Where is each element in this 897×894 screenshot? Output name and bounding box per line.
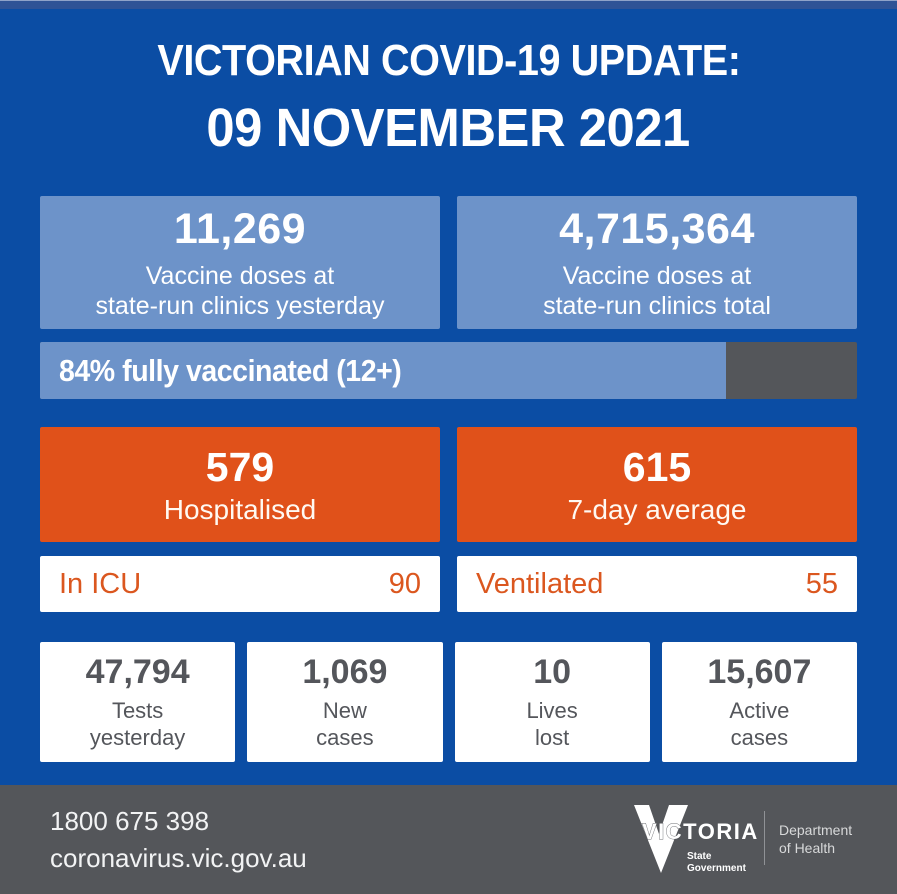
department-of-health-label: Department of Health: [779, 822, 853, 857]
progress-label: 84% fully vaccinated (12+): [59, 352, 402, 388]
phone-number: 1800 675 398: [50, 805, 210, 836]
vaccine-doses-total-label: Vaccine doses at state-run clinics total: [543, 261, 771, 320]
hospitalised-label: Hospitalised: [163, 493, 317, 525]
ventilated-bar: Ventilated 55: [457, 556, 857, 612]
page-title-line2: 09 NOVEMBER 2021: [206, 98, 691, 158]
active-cases-card: 15,607 Active cases: [661, 642, 857, 762]
victoria-triangle-icon: [634, 805, 688, 873]
in-icu-label: In ICU: [59, 567, 142, 600]
vaccine-doses-total-value: 4,715,364: [559, 204, 755, 253]
vaccine-doses-total-card: 4,715,364 Vaccine doses at state-run cli…: [457, 196, 857, 329]
lives-lost-value: 10: [533, 652, 572, 691]
new-cases-value: 1,069: [302, 652, 388, 691]
vaccination-progress-bar: 84% fully vaccinated (12+): [40, 342, 857, 399]
vaccine-doses-yesterday-card: 11,269 Vaccine doses at state-run clinic…: [40, 196, 440, 329]
ventilated-label: Ventilated: [476, 567, 604, 600]
top-strip: [0, 0, 897, 9]
logo-divider: [764, 811, 765, 865]
seven-day-average-card: 615 7-day average: [457, 427, 857, 542]
in-icu-bar: In ICU 90: [40, 556, 440, 612]
victoria-brand-text: VICTORIA: [642, 819, 759, 845]
tests-yesterday-value: 47,794: [85, 652, 190, 691]
state-government-label: State Government: [687, 851, 746, 874]
icu-ventilated-row: In ICU 90 Ventilated 55: [40, 556, 857, 612]
new-cases-label: New cases: [316, 697, 374, 750]
victoria-state-government-logo: VICTORIA State Government Department of …: [625, 805, 870, 877]
hospital-cards-row: 579 Hospitalised 615 7-day average: [40, 427, 857, 542]
hospitalised-card: 579 Hospitalised: [40, 427, 440, 542]
active-cases-value: 15,607: [707, 652, 812, 691]
lives-lost-label: Lives lost: [526, 697, 578, 750]
ventilated-value: 55: [805, 567, 838, 600]
vaccine-cards-row: 11,269 Vaccine doses at state-run clinic…: [40, 196, 857, 329]
stats-row: 47,794 Tests yesterday 1,069 New cases 1…: [40, 642, 857, 762]
seven-day-average-label: 7-day average: [567, 493, 747, 525]
footer-contact: 1800 675 398 coronavirus.vic.gov.au: [50, 803, 307, 877]
hospitalised-value: 579: [205, 443, 275, 490]
vaccine-doses-yesterday-value: 11,269: [173, 204, 307, 253]
tests-yesterday-label: Tests yesterday: [89, 697, 186, 750]
footer: 1800 675 398 coronavirus.vic.gov.au VICT…: [0, 785, 897, 894]
seven-day-average-value: 615: [622, 443, 692, 490]
website-url: coronavirus.vic.gov.au: [50, 842, 307, 873]
lives-lost-card: 10 Lives lost: [454, 642, 650, 762]
page-title: VICTORIAN COVID-19 UPDATE: 09 NOVEMBER 2…: [40, 37, 857, 173]
tests-yesterday-card: 47,794 Tests yesterday: [40, 642, 236, 762]
in-icu-value: 90: [388, 567, 421, 600]
vaccine-doses-yesterday-label: Vaccine doses at state-run clinics yeste…: [95, 261, 385, 320]
active-cases-label: Active cases: [729, 697, 790, 750]
progress-fill: [40, 342, 727, 399]
page-title-line1: VICTORIAN COVID-19 UPDATE:: [156, 36, 741, 85]
new-cases-card: 1,069 New cases: [247, 642, 443, 762]
